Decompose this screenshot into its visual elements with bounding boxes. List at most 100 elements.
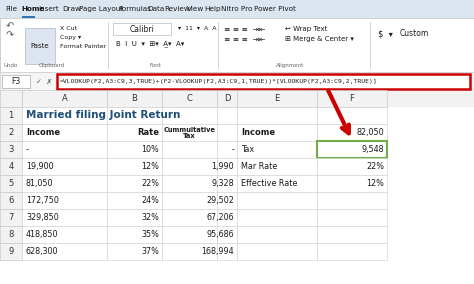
Text: Married filing Joint Return: Married filing Joint Return: [26, 110, 181, 120]
Bar: [107, 226, 162, 243]
Text: D: D: [224, 94, 230, 103]
Bar: [0, 226, 22, 243]
Bar: [217, 192, 237, 209]
Bar: [0, 243, 22, 260]
Bar: [162, 158, 217, 175]
Text: ≡ ≡ ≡  ⇥⇤: ≡ ≡ ≡ ⇥⇤: [224, 24, 265, 34]
Bar: [107, 192, 162, 209]
Bar: [107, 243, 162, 260]
Text: Help: Help: [204, 6, 221, 12]
Bar: [162, 175, 217, 192]
Text: ↷: ↷: [6, 30, 14, 40]
Text: Custom: Custom: [400, 30, 429, 39]
Bar: [0, 141, 22, 158]
Text: F3: F3: [11, 77, 21, 86]
Text: 35%: 35%: [141, 230, 159, 239]
Text: -: -: [231, 145, 234, 154]
Bar: [237, 209, 317, 226]
Bar: [0, 90, 474, 284]
Text: 628,300: 628,300: [26, 247, 58, 256]
Text: Home: Home: [22, 6, 45, 12]
Text: 2: 2: [9, 128, 14, 137]
Bar: [0, 0, 474, 18]
Bar: [22, 192, 107, 209]
Text: 418,850: 418,850: [26, 230, 58, 239]
Text: ↶: ↶: [6, 21, 14, 31]
Text: 82,050: 82,050: [356, 128, 384, 137]
Bar: [217, 226, 237, 243]
Bar: [113, 23, 171, 35]
Text: ⊞ Merge & Center ▾: ⊞ Merge & Center ▾: [285, 36, 354, 42]
Text: 1,990: 1,990: [211, 162, 234, 171]
Text: C: C: [187, 94, 192, 103]
Bar: [57, 74, 470, 89]
Bar: [22, 175, 107, 192]
Text: 3: 3: [9, 145, 14, 154]
Text: Clipboard: Clipboard: [39, 63, 65, 68]
Text: B  I  U  ▾  ⊞▾  A̲▾  A▾: B I U ▾ ⊞▾ A̲▾ A▾: [116, 41, 184, 47]
Text: Tax: Tax: [241, 145, 254, 154]
Text: Paste: Paste: [31, 43, 49, 49]
Bar: [237, 158, 317, 175]
Text: Rate: Rate: [137, 128, 159, 137]
Bar: [317, 175, 387, 192]
Text: 5: 5: [9, 179, 14, 188]
Text: E: E: [274, 94, 280, 103]
Text: Draw: Draw: [62, 6, 81, 12]
Text: Mar Rate: Mar Rate: [241, 162, 277, 171]
Text: Copy ▾: Copy ▾: [60, 36, 81, 41]
Bar: [162, 192, 217, 209]
Bar: [162, 226, 217, 243]
Bar: [107, 90, 162, 107]
Bar: [22, 226, 107, 243]
Bar: [317, 107, 387, 124]
Bar: [217, 90, 237, 107]
Bar: [317, 192, 387, 209]
Bar: [107, 124, 162, 141]
Bar: [2, 75, 30, 88]
Text: Data: Data: [147, 6, 164, 12]
Text: 4: 4: [9, 162, 14, 171]
Bar: [0, 72, 474, 90]
Text: 329,850: 329,850: [26, 213, 59, 222]
Text: 9: 9: [9, 247, 14, 256]
Text: 168,994: 168,994: [201, 247, 234, 256]
Bar: [0, 107, 22, 124]
Bar: [317, 209, 387, 226]
Text: Page Layout: Page Layout: [79, 6, 123, 12]
Text: Font: Font: [149, 63, 161, 68]
Text: Alignment: Alignment: [276, 63, 304, 68]
Bar: [162, 243, 217, 260]
Bar: [217, 209, 237, 226]
Text: Review: Review: [164, 6, 190, 12]
Text: 10%: 10%: [141, 145, 159, 154]
Bar: [237, 175, 317, 192]
Text: 29,502: 29,502: [206, 196, 234, 205]
Bar: [237, 192, 317, 209]
Bar: [0, 158, 22, 175]
Text: 9,548: 9,548: [361, 145, 384, 154]
Bar: [217, 141, 237, 158]
Text: 6: 6: [9, 196, 14, 205]
Bar: [317, 158, 387, 175]
Text: Power Pivot: Power Pivot: [254, 6, 296, 12]
Text: 37%: 37%: [141, 247, 159, 256]
Bar: [162, 141, 217, 158]
Bar: [237, 226, 317, 243]
Text: A: A: [62, 94, 67, 103]
Bar: [107, 141, 162, 158]
Bar: [317, 226, 387, 243]
Text: -: -: [26, 145, 29, 154]
Bar: [22, 107, 107, 124]
Bar: [22, 90, 107, 107]
Bar: [162, 124, 217, 141]
Bar: [217, 243, 237, 260]
Text: B: B: [132, 94, 137, 103]
Bar: [217, 107, 237, 124]
Bar: [0, 175, 22, 192]
Text: X Cut: X Cut: [60, 26, 77, 32]
Bar: [107, 158, 162, 175]
Text: ▾  11  ▾  A  A: ▾ 11 ▾ A A: [178, 26, 217, 32]
Text: 172,750: 172,750: [26, 196, 59, 205]
Bar: [22, 243, 107, 260]
